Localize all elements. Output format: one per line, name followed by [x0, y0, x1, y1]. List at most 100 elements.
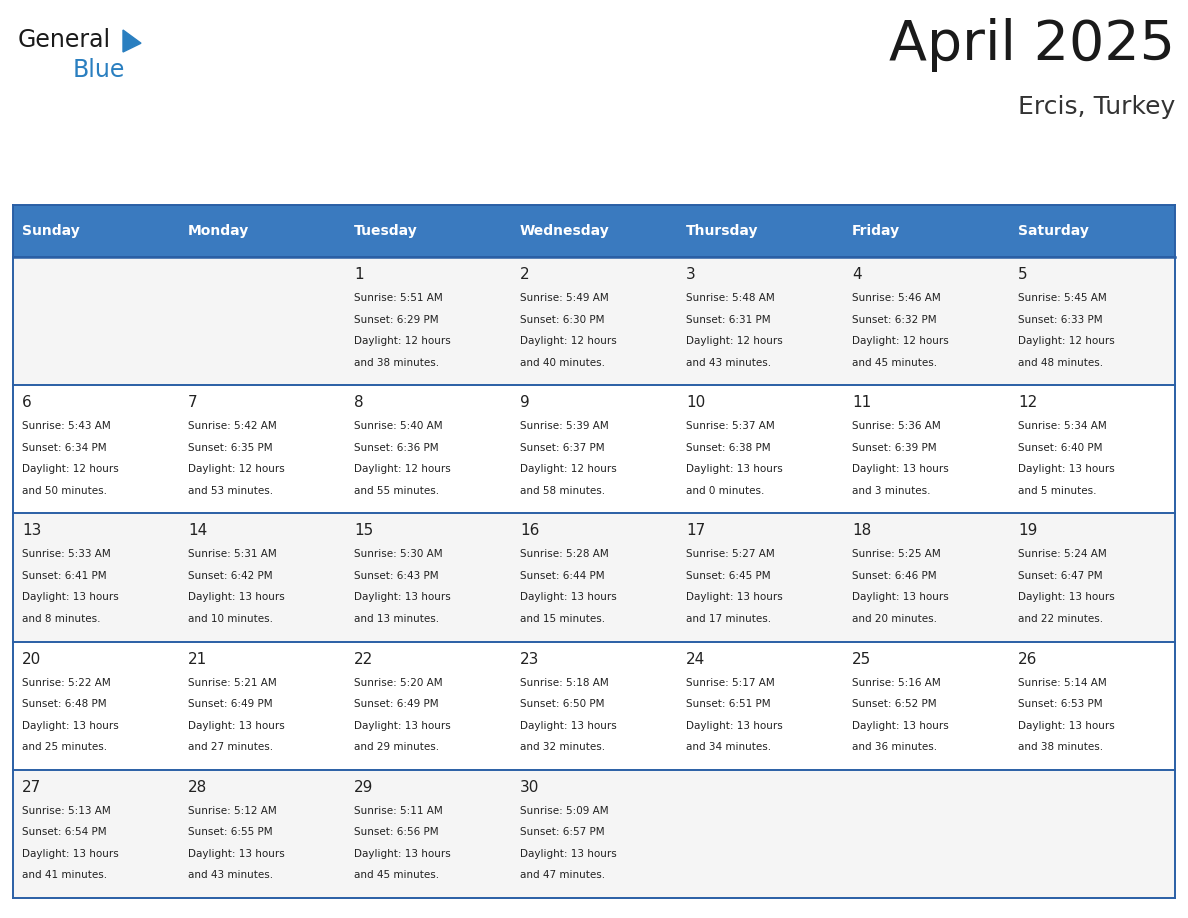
- Text: Sunset: 6:42 PM: Sunset: 6:42 PM: [188, 571, 272, 581]
- Text: Sunrise: 5:22 AM: Sunrise: 5:22 AM: [23, 677, 110, 688]
- Text: Sunrise: 5:42 AM: Sunrise: 5:42 AM: [188, 421, 277, 431]
- Text: Daylight: 13 hours: Daylight: 13 hours: [354, 721, 450, 731]
- Text: and 17 minutes.: and 17 minutes.: [685, 614, 771, 624]
- Text: Sunset: 6:51 PM: Sunset: 6:51 PM: [685, 700, 771, 709]
- Text: 24: 24: [685, 652, 706, 666]
- Text: Daylight: 13 hours: Daylight: 13 hours: [520, 849, 617, 859]
- Text: and 53 minutes.: and 53 minutes.: [188, 486, 273, 496]
- Text: 25: 25: [852, 652, 871, 666]
- Text: Sunrise: 5:24 AM: Sunrise: 5:24 AM: [1018, 549, 1107, 559]
- Text: Sunset: 6:47 PM: Sunset: 6:47 PM: [1018, 571, 1102, 581]
- Text: Sunrise: 5:16 AM: Sunrise: 5:16 AM: [852, 677, 941, 688]
- Text: Sunset: 6:53 PM: Sunset: 6:53 PM: [1018, 700, 1102, 709]
- Bar: [843, 205, 1009, 257]
- Text: 28: 28: [188, 779, 207, 795]
- Text: 29: 29: [354, 779, 373, 795]
- Text: Daylight: 13 hours: Daylight: 13 hours: [23, 592, 119, 602]
- Text: 2: 2: [520, 267, 530, 282]
- Text: 12: 12: [1018, 396, 1037, 410]
- Bar: [13, 386, 1175, 513]
- Text: 30: 30: [520, 779, 539, 795]
- Text: Daylight: 12 hours: Daylight: 12 hours: [852, 336, 949, 346]
- Text: Sunset: 6:56 PM: Sunset: 6:56 PM: [354, 827, 438, 837]
- Text: 26: 26: [1018, 652, 1037, 666]
- Text: Daylight: 12 hours: Daylight: 12 hours: [188, 465, 285, 475]
- Text: Sunset: 6:57 PM: Sunset: 6:57 PM: [520, 827, 605, 837]
- Text: Sunset: 6:36 PM: Sunset: 6:36 PM: [354, 442, 438, 453]
- Text: 18: 18: [852, 523, 871, 538]
- Text: 22: 22: [354, 652, 373, 666]
- Text: and 20 minutes.: and 20 minutes.: [852, 614, 937, 624]
- Text: and 43 minutes.: and 43 minutes.: [188, 870, 273, 880]
- Text: Sunset: 6:38 PM: Sunset: 6:38 PM: [685, 442, 771, 453]
- Text: and 50 minutes.: and 50 minutes.: [23, 486, 107, 496]
- Bar: [13, 513, 1175, 642]
- Text: 16: 16: [520, 523, 539, 538]
- Text: Daylight: 13 hours: Daylight: 13 hours: [1018, 721, 1114, 731]
- Text: and 27 minutes.: and 27 minutes.: [188, 742, 273, 752]
- Text: Daylight: 12 hours: Daylight: 12 hours: [520, 336, 617, 346]
- Text: 20: 20: [23, 652, 42, 666]
- Text: Daylight: 13 hours: Daylight: 13 hours: [520, 592, 617, 602]
- Text: General: General: [18, 28, 112, 52]
- Text: Sunrise: 5:40 AM: Sunrise: 5:40 AM: [354, 421, 443, 431]
- Text: Daylight: 13 hours: Daylight: 13 hours: [520, 721, 617, 731]
- Text: Sunset: 6:44 PM: Sunset: 6:44 PM: [520, 571, 605, 581]
- Text: and 13 minutes.: and 13 minutes.: [354, 614, 440, 624]
- Text: and 41 minutes.: and 41 minutes.: [23, 870, 107, 880]
- Text: Sunrise: 5:48 AM: Sunrise: 5:48 AM: [685, 293, 775, 303]
- Bar: [345, 205, 511, 257]
- Text: Daylight: 13 hours: Daylight: 13 hours: [1018, 592, 1114, 602]
- Text: Sunrise: 5:31 AM: Sunrise: 5:31 AM: [188, 549, 277, 559]
- Text: 1: 1: [354, 267, 364, 282]
- Text: Sunset: 6:39 PM: Sunset: 6:39 PM: [852, 442, 936, 453]
- Text: 4: 4: [852, 267, 861, 282]
- Text: Sunrise: 5:39 AM: Sunrise: 5:39 AM: [520, 421, 608, 431]
- Text: Sunrise: 5:30 AM: Sunrise: 5:30 AM: [354, 549, 443, 559]
- Text: Sunset: 6:33 PM: Sunset: 6:33 PM: [1018, 315, 1102, 324]
- Text: 11: 11: [852, 396, 871, 410]
- Text: Daylight: 13 hours: Daylight: 13 hours: [1018, 465, 1114, 475]
- Text: and 47 minutes.: and 47 minutes.: [520, 870, 605, 880]
- Text: and 0 minutes.: and 0 minutes.: [685, 486, 764, 496]
- Text: 19: 19: [1018, 523, 1037, 538]
- Text: Sunset: 6:43 PM: Sunset: 6:43 PM: [354, 571, 438, 581]
- Text: Sunrise: 5:25 AM: Sunrise: 5:25 AM: [852, 549, 941, 559]
- Text: Daylight: 12 hours: Daylight: 12 hours: [685, 336, 783, 346]
- Text: and 38 minutes.: and 38 minutes.: [1018, 742, 1104, 752]
- Text: Friday: Friday: [852, 224, 901, 238]
- Text: Daylight: 13 hours: Daylight: 13 hours: [354, 849, 450, 859]
- Text: Sunrise: 5:11 AM: Sunrise: 5:11 AM: [354, 806, 443, 816]
- Text: and 8 minutes.: and 8 minutes.: [23, 614, 101, 624]
- Text: Daylight: 13 hours: Daylight: 13 hours: [852, 465, 949, 475]
- Bar: [13, 205, 179, 257]
- Text: Sunset: 6:55 PM: Sunset: 6:55 PM: [188, 827, 272, 837]
- Text: 13: 13: [23, 523, 42, 538]
- Text: Sunrise: 5:14 AM: Sunrise: 5:14 AM: [1018, 677, 1107, 688]
- Text: and 45 minutes.: and 45 minutes.: [354, 870, 440, 880]
- Text: Sunrise: 5:27 AM: Sunrise: 5:27 AM: [685, 549, 775, 559]
- Text: Blue: Blue: [72, 58, 126, 82]
- Text: Sunset: 6:46 PM: Sunset: 6:46 PM: [852, 571, 936, 581]
- Bar: [1009, 205, 1175, 257]
- Text: 15: 15: [354, 523, 373, 538]
- Text: Daylight: 12 hours: Daylight: 12 hours: [354, 336, 450, 346]
- Text: Sunrise: 5:45 AM: Sunrise: 5:45 AM: [1018, 293, 1107, 303]
- Text: Daylight: 13 hours: Daylight: 13 hours: [188, 592, 285, 602]
- Text: Sunset: 6:40 PM: Sunset: 6:40 PM: [1018, 442, 1102, 453]
- Text: and 58 minutes.: and 58 minutes.: [520, 486, 605, 496]
- Text: Daylight: 13 hours: Daylight: 13 hours: [188, 849, 285, 859]
- Text: Sunrise: 5:13 AM: Sunrise: 5:13 AM: [23, 806, 110, 816]
- Text: Sunrise: 5:51 AM: Sunrise: 5:51 AM: [354, 293, 443, 303]
- Bar: [13, 642, 1175, 770]
- Text: Daylight: 12 hours: Daylight: 12 hours: [23, 465, 119, 475]
- Text: Sunrise: 5:36 AM: Sunrise: 5:36 AM: [852, 421, 941, 431]
- Text: 8: 8: [354, 396, 364, 410]
- Text: Daylight: 12 hours: Daylight: 12 hours: [1018, 336, 1114, 346]
- Polygon shape: [124, 30, 141, 52]
- Text: Sunset: 6:29 PM: Sunset: 6:29 PM: [354, 315, 438, 324]
- Text: 21: 21: [188, 652, 207, 666]
- Text: Sunset: 6:35 PM: Sunset: 6:35 PM: [188, 442, 272, 453]
- Text: Sunrise: 5:09 AM: Sunrise: 5:09 AM: [520, 806, 608, 816]
- Text: Sunset: 6:31 PM: Sunset: 6:31 PM: [685, 315, 771, 324]
